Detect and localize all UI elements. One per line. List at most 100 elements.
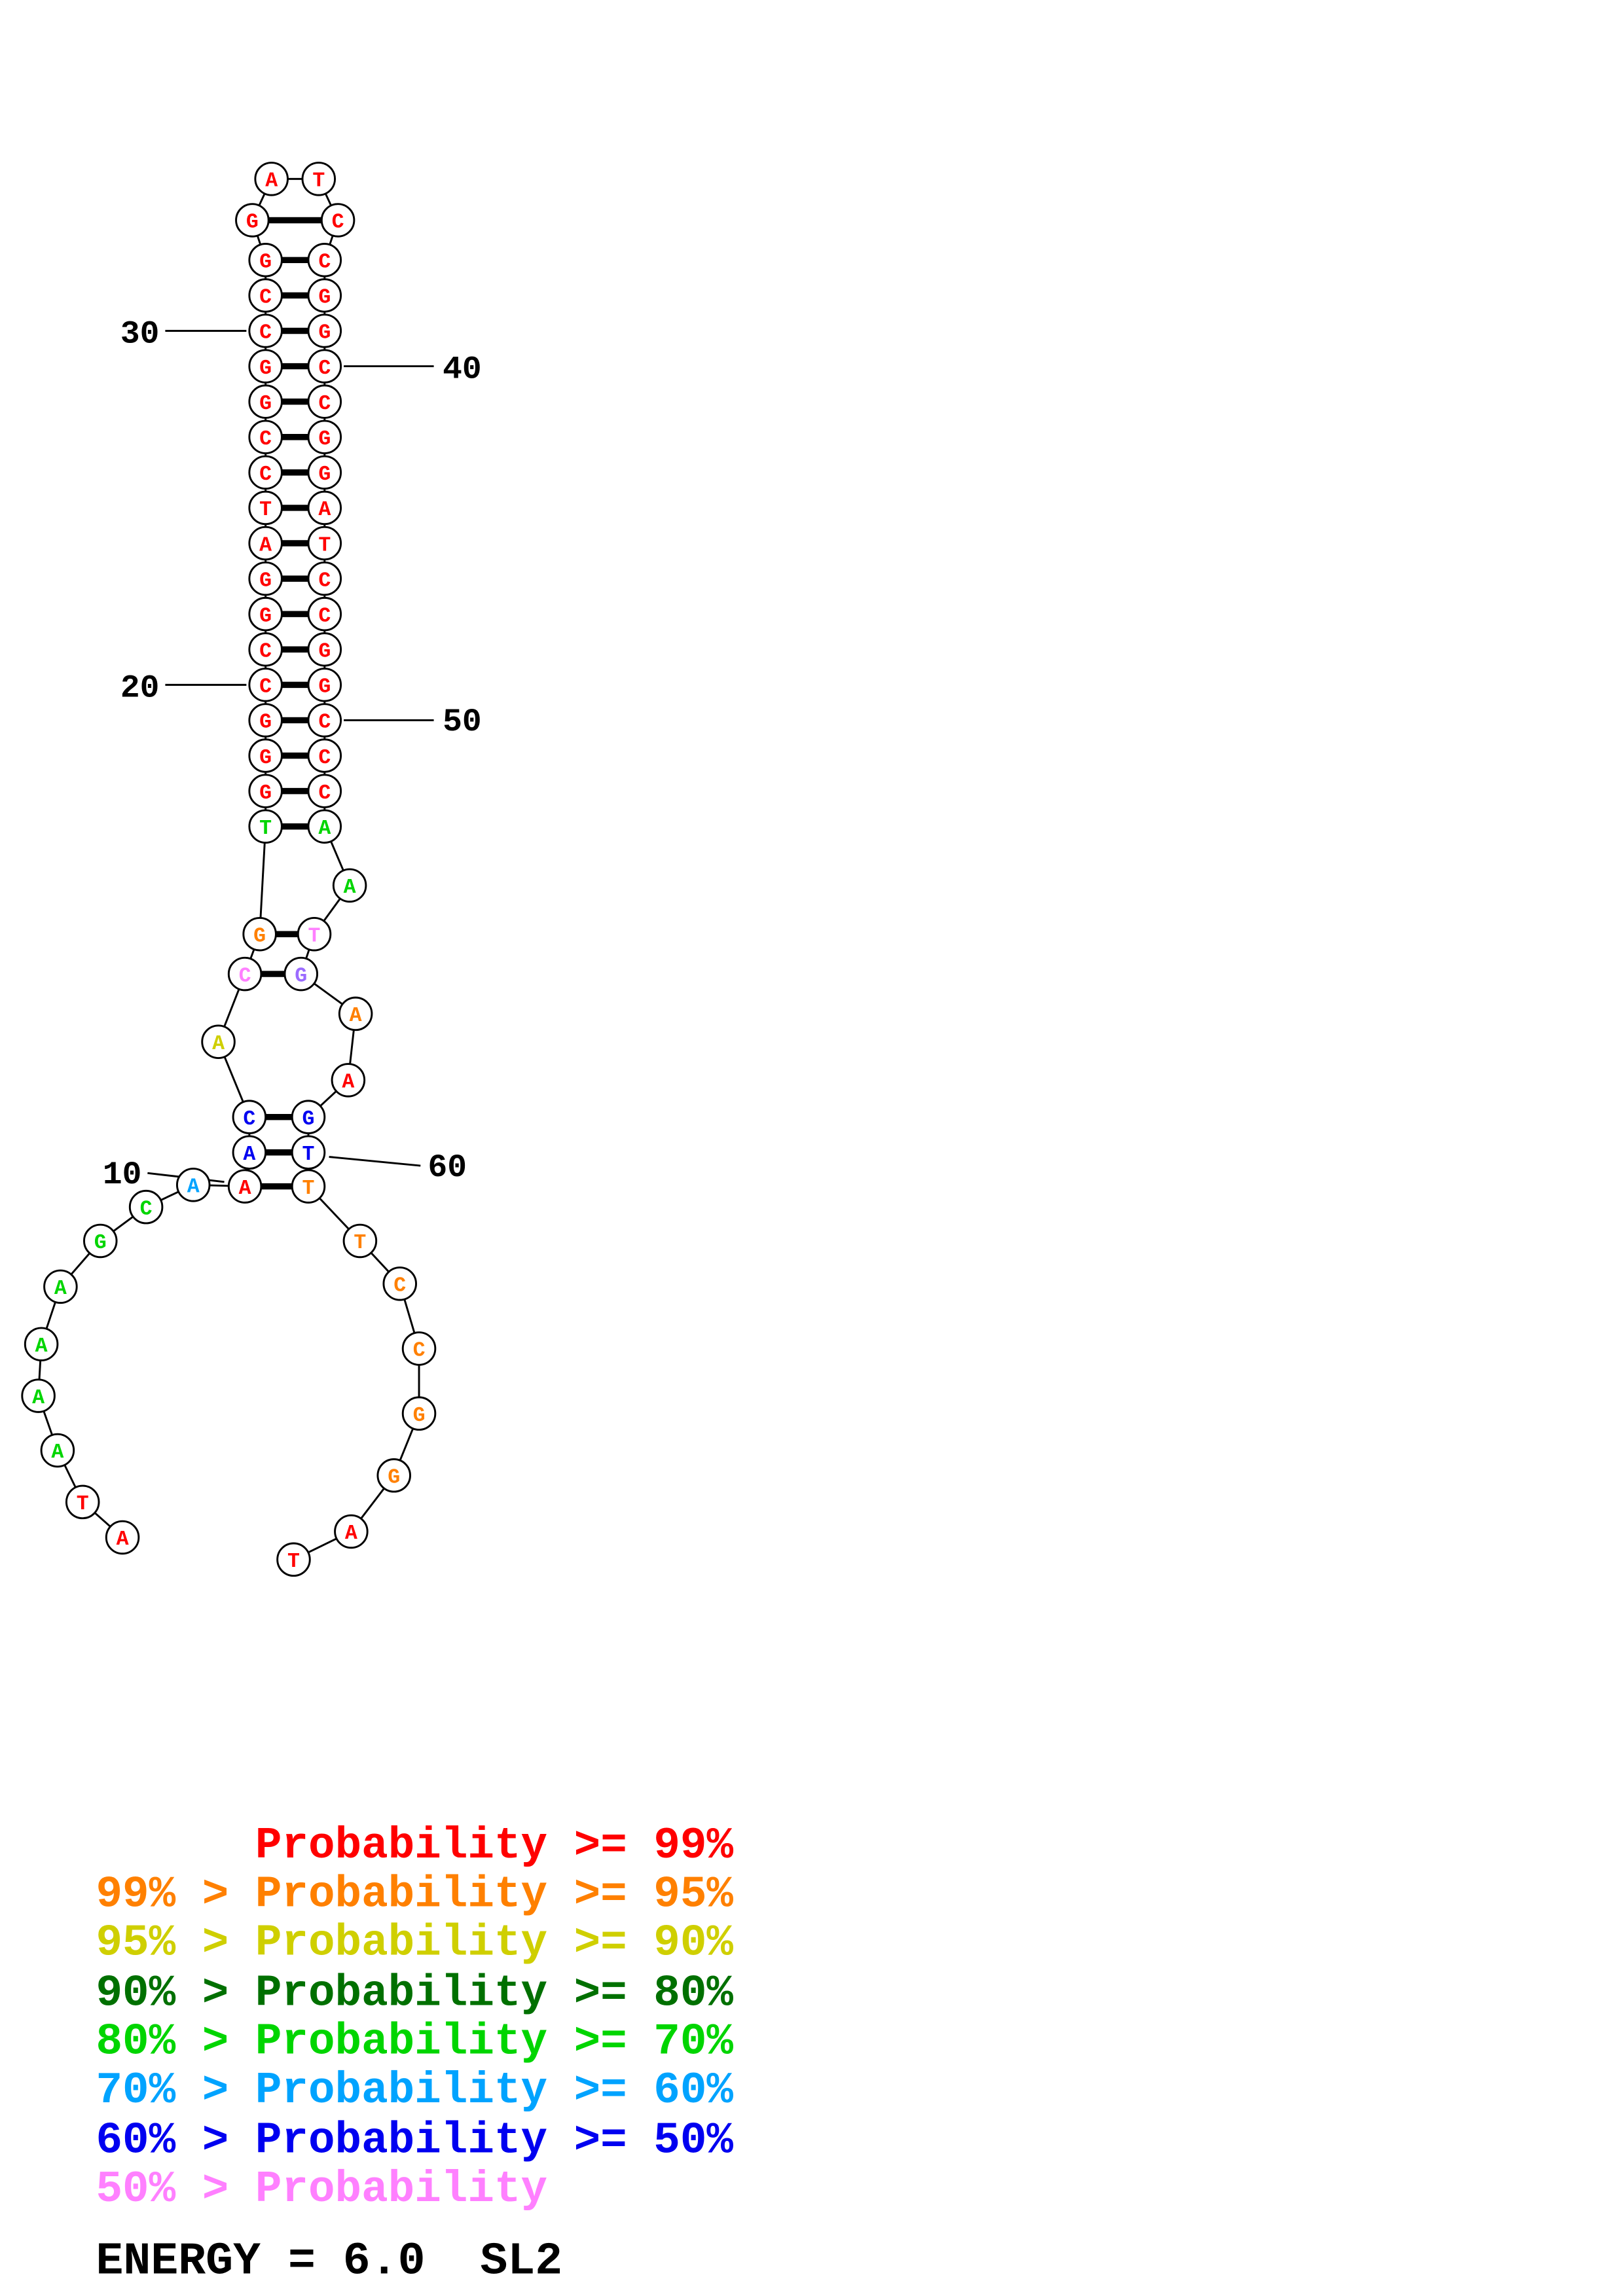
nucleotide-letter: C [318,605,331,628]
nucleotide-circle [21,1378,56,1413]
nucleotide-letter: C [318,747,331,770]
nucleotide-letter: C [393,1275,406,1298]
nucleotide-24: A [248,526,283,561]
nucleotide-7: G [82,1223,118,1259]
nucleotide-letter: C [140,1198,153,1221]
nucleotide-circle [307,561,342,596]
nucleotide-letter: C [413,1340,426,1363]
nucleotide-63: C [382,1266,417,1301]
nucleotide-letter: C [318,251,331,274]
nucleotide-42: G [307,420,342,455]
nucleotide-14: C [227,956,263,992]
nucleotide-10: A [227,1169,263,1204]
nucleotide-circle [307,455,342,490]
nucleotide-circle [301,162,337,196]
nucleotide-circle [248,490,283,526]
nucleotide-circle [248,703,283,738]
nucleotide-circle [307,278,342,313]
nucleotide-letter: G [295,965,307,988]
nucleotide-letter: A [35,1335,48,1358]
nucleotide-circle [254,162,289,196]
nucleotide-letter: A [239,1177,251,1200]
nucleotide-circle [307,526,342,561]
nucleotide-20: C [248,668,283,702]
nucleotide-circle [307,596,342,632]
nucleotide-41: C [307,384,342,419]
nucleotide-40: C [307,349,342,384]
legend-line-5: 80% > Probability >= 70% [96,2018,733,2068]
nucleotide-letter: G [259,747,272,770]
nucleotide-circle [227,1169,263,1204]
number-label-lines [147,330,434,1183]
nucleotide-circle [307,703,342,738]
nucleotide-letter: C [318,782,331,805]
nucleotide-36: C [320,203,356,238]
nucleotide-4: A [21,1378,56,1413]
label-leader-line [329,1156,421,1167]
nucleotide-letter: G [259,251,272,274]
nucleotide-circle [248,774,283,808]
nucleotide-letter: T [318,534,331,557]
nucleotide-letter: A [265,170,278,193]
nucleotide-letter: A [318,817,331,840]
nucleotide-letter: C [318,569,331,592]
nucleotide-circle [248,632,283,667]
nucleotide-circle [307,314,342,348]
nucleotide-letter: T [312,170,325,193]
nucleotide-letter: A [342,1071,354,1094]
number-labels: 30 20 40 50 10 60 [103,316,482,1194]
nucleotide-letter: C [259,676,272,699]
nucleotide-45: T [307,526,342,561]
nucleotide-62: T [342,1223,378,1259]
position-label-40: 40 [443,351,482,388]
nucleotide-59: G [291,1100,326,1134]
nucleotide-circle [291,1135,326,1170]
position-label-20: 20 [120,670,160,706]
nucleotide-circle [227,956,263,992]
nucleotide-31: C [248,278,283,313]
nucleotide-56: G [283,956,318,992]
nucleotide-13: A [201,1024,236,1059]
nucleotide-letter: G [259,393,272,416]
nucleotide-8: C [128,1189,164,1225]
nucleotide-38: G [307,278,342,313]
nucleotide-circle [334,1514,369,1549]
nucleotide-circle [248,668,283,702]
nucleotide-circle [320,203,356,238]
nucleotide-letter: C [243,1108,255,1131]
nucleotide-circle [307,349,342,384]
nucleotide-circle [24,1327,59,1361]
nucleotide-57: A [338,996,373,1031]
nucleotide-letter: C [318,711,331,734]
nucleotide-circle [307,243,342,278]
nucleotide-51: C [307,738,342,773]
nucleotide-letter: T [259,817,272,840]
nucleotide-37: C [307,243,342,278]
nucleotide-54: A [332,868,367,903]
nucleotide-letter: T [302,1177,315,1200]
nucleotide-letter: G [259,711,272,734]
nucleotide-39: G [307,314,342,348]
nucleotide-circle [307,490,342,526]
nucleotide-43: G [307,455,342,490]
nucleotide-letter: C [259,287,272,310]
nucleotide-circle [291,1169,326,1204]
nucleotide-34: A [254,162,289,196]
nucleotide-letter: G [259,782,272,805]
nucleotide-circle [248,243,283,278]
nucleotide-letter: A [32,1387,45,1410]
nucleotide-letter: C [318,357,331,380]
nucleotide-circle [307,384,342,419]
nucleotide-circle [307,420,342,455]
nucleotide-44: A [307,490,342,526]
legend-line-6: 70% > Probability >= 60% [96,2066,733,2116]
nucleotide-letter: A [117,1528,129,1551]
nucleotide-12: C [232,1100,267,1134]
nucleotide-circle [248,809,283,844]
position-label-50: 50 [443,704,482,740]
nucleotide-letter: G [302,1108,315,1131]
nucleotide-circle [248,561,283,596]
nucleotide-circle [248,314,283,348]
